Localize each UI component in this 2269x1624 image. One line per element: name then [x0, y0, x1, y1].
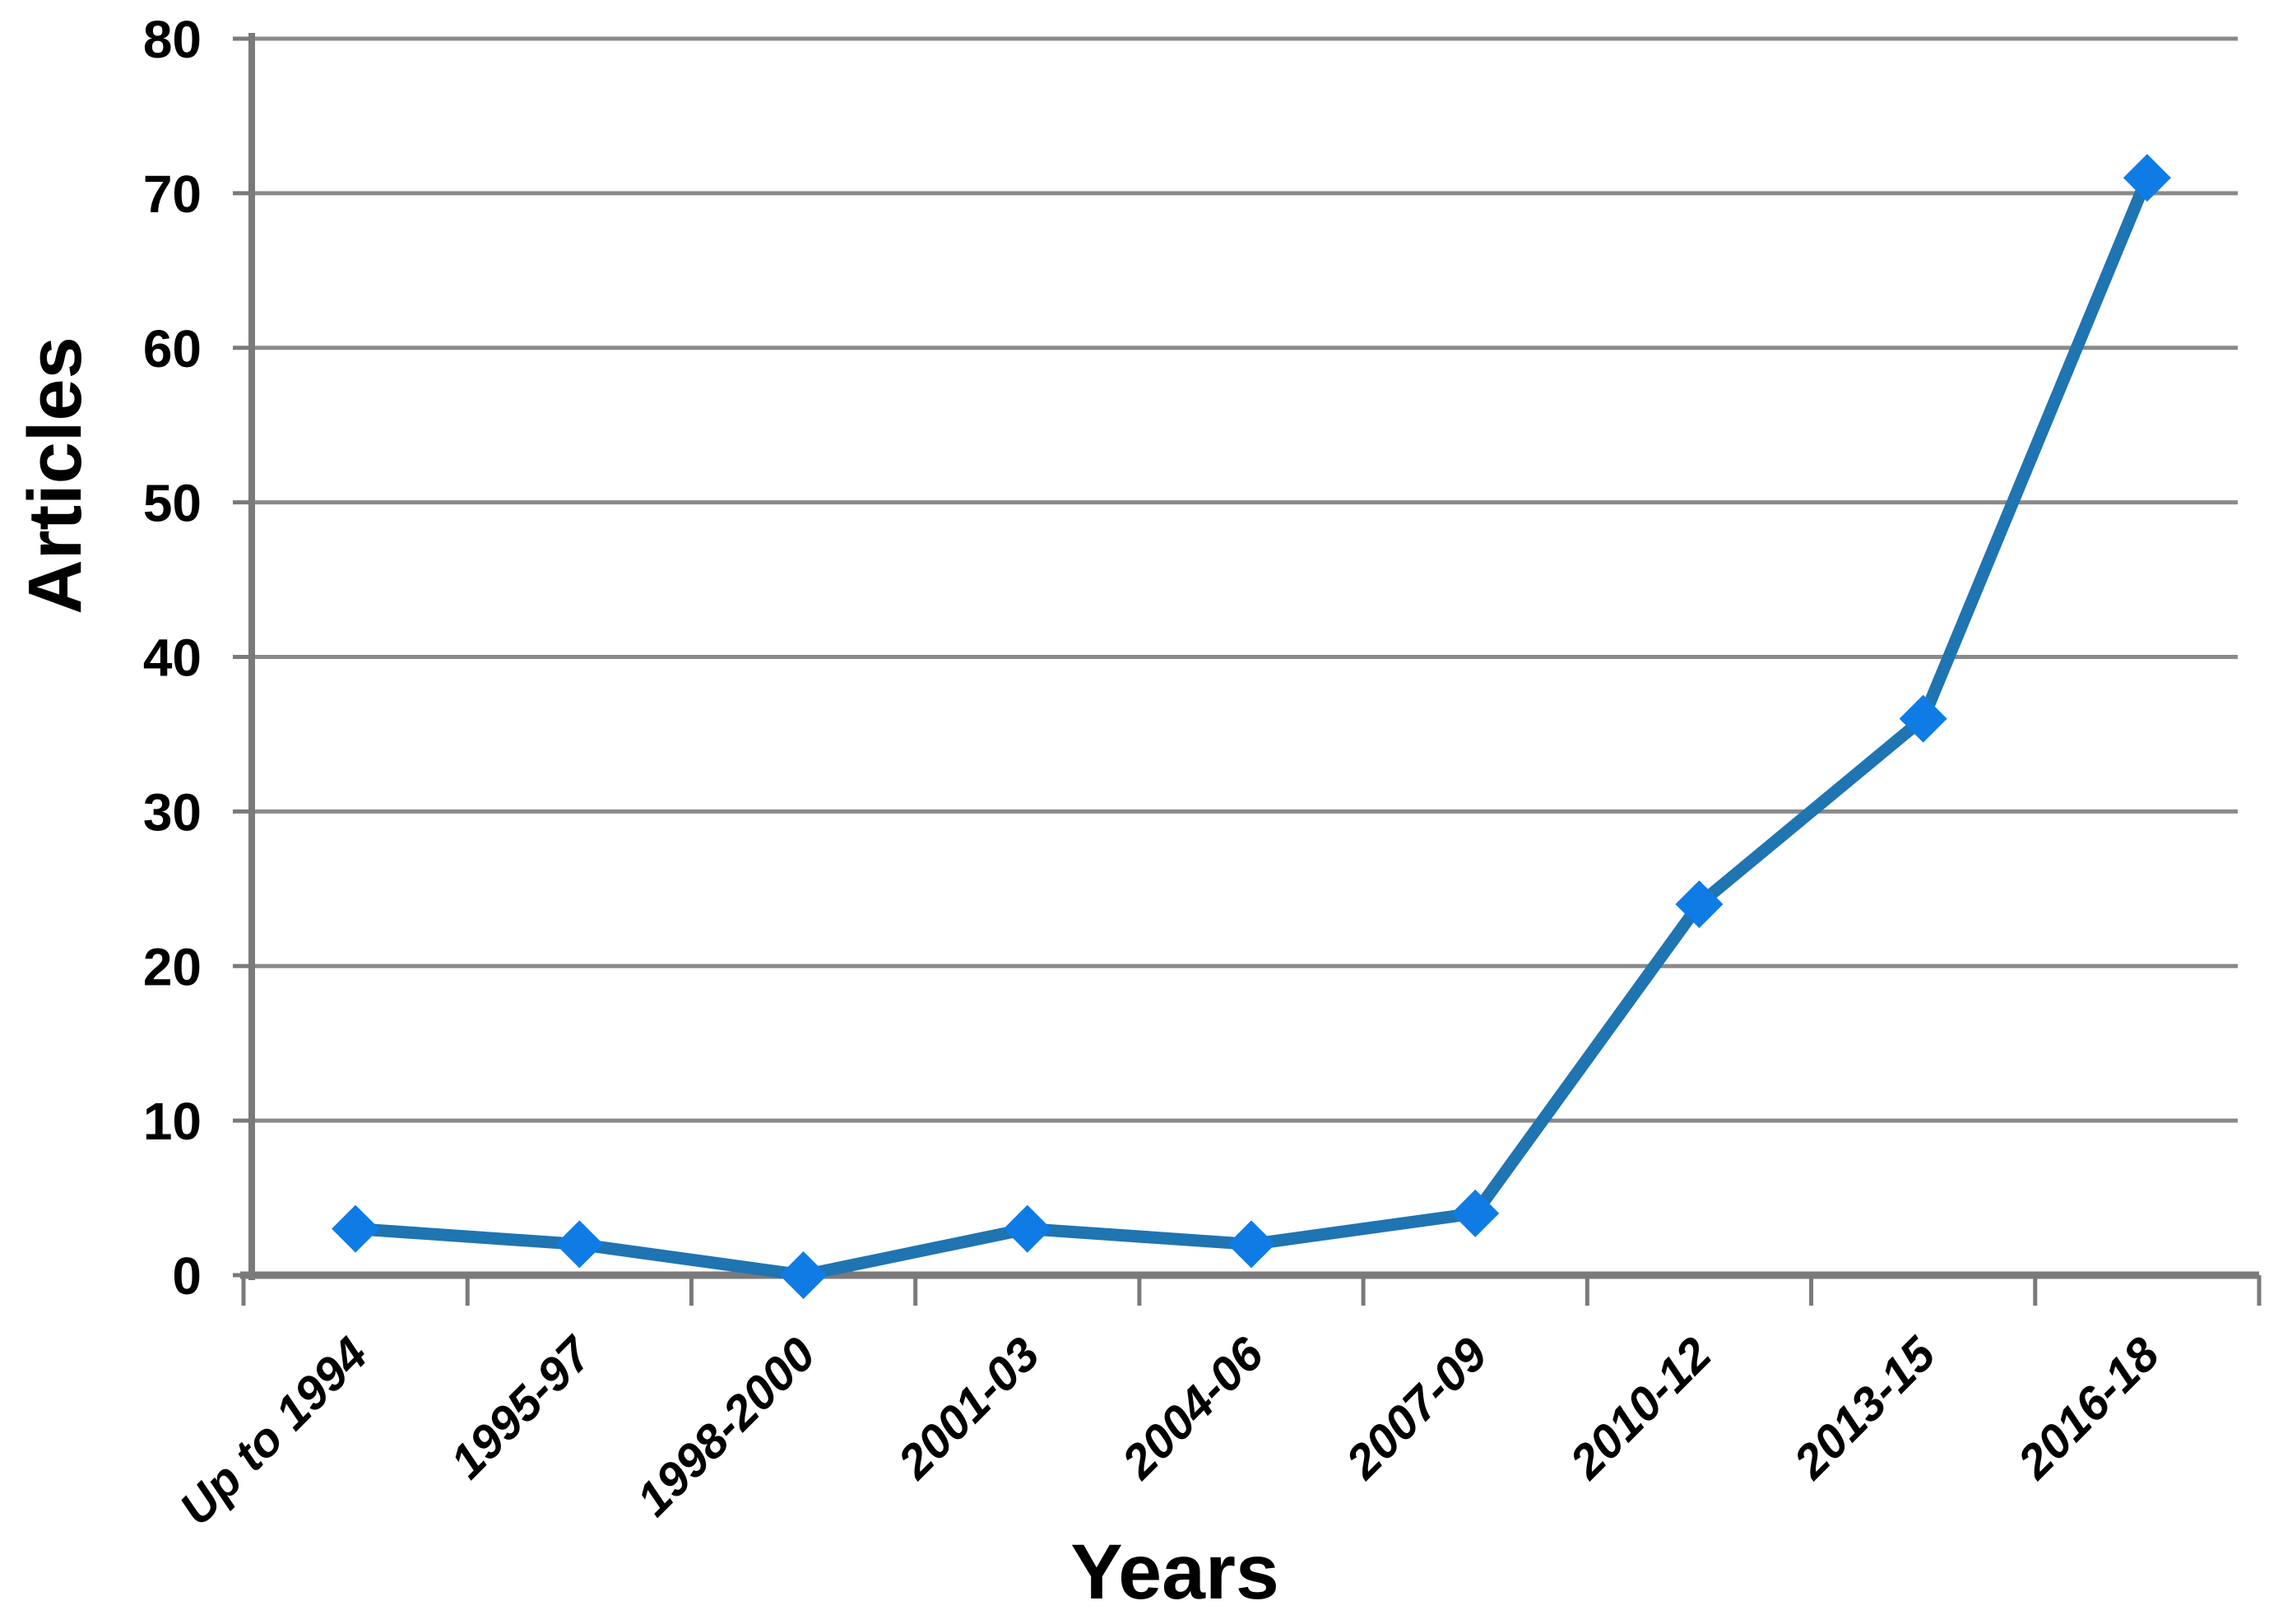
y-tick-label: 40	[143, 629, 202, 688]
data-point-marker	[1899, 694, 1947, 743]
y-axis-title: Articles	[13, 336, 97, 615]
x-tick-label: 1998-2000	[627, 1327, 826, 1526]
y-tick-label: 80	[143, 10, 202, 69]
x-tick-label: 2001-03	[888, 1327, 1050, 1489]
data-point-marker	[1003, 1204, 1051, 1253]
gridlines	[252, 36, 2238, 1123]
x-tick-label: 2016-18	[2007, 1327, 2170, 1490]
y-tick-label: 70	[143, 165, 202, 224]
y-tick-label: 20	[143, 937, 202, 996]
x-tick-label: 2004-06	[1111, 1327, 1274, 1490]
data-point-marker	[2123, 154, 2171, 202]
x-tick-label: 2013-15	[1784, 1327, 1947, 1490]
data-point-marker	[1227, 1220, 1275, 1269]
data-point-marker	[1451, 1189, 1500, 1237]
y-tick-label: 0	[172, 1246, 202, 1306]
data-point-marker	[555, 1220, 604, 1269]
data-point-marker	[779, 1251, 828, 1299]
x-tick-label: 2010-12	[1559, 1327, 1721, 1489]
y-tick-labels: 0 10 20 30 40 50 60 70 80	[143, 10, 202, 1306]
x-tick-label: 1995-97	[440, 1325, 603, 1488]
y-tick-label: 10	[143, 1092, 202, 1151]
data-point-marker	[1675, 880, 1724, 929]
x-axis-title: Years	[1070, 1529, 1279, 1616]
x-tick-label: Up to 1994	[169, 1327, 378, 1535]
x-tick-labels: Up to 1994 1995-97 1998-2000 2001-03 2004-06…	[169, 1325, 2170, 1535]
series-line	[349, 171, 2154, 1282]
y-tick-label: 50	[143, 474, 202, 533]
y-tick-label: 30	[143, 782, 202, 842]
x-tick-label: 2007-09	[1335, 1327, 1497, 1489]
data-series	[332, 154, 2171, 1299]
y-tick-label: 60	[143, 319, 202, 378]
axes	[233, 33, 2262, 1306]
data-point-marker	[332, 1204, 380, 1253]
